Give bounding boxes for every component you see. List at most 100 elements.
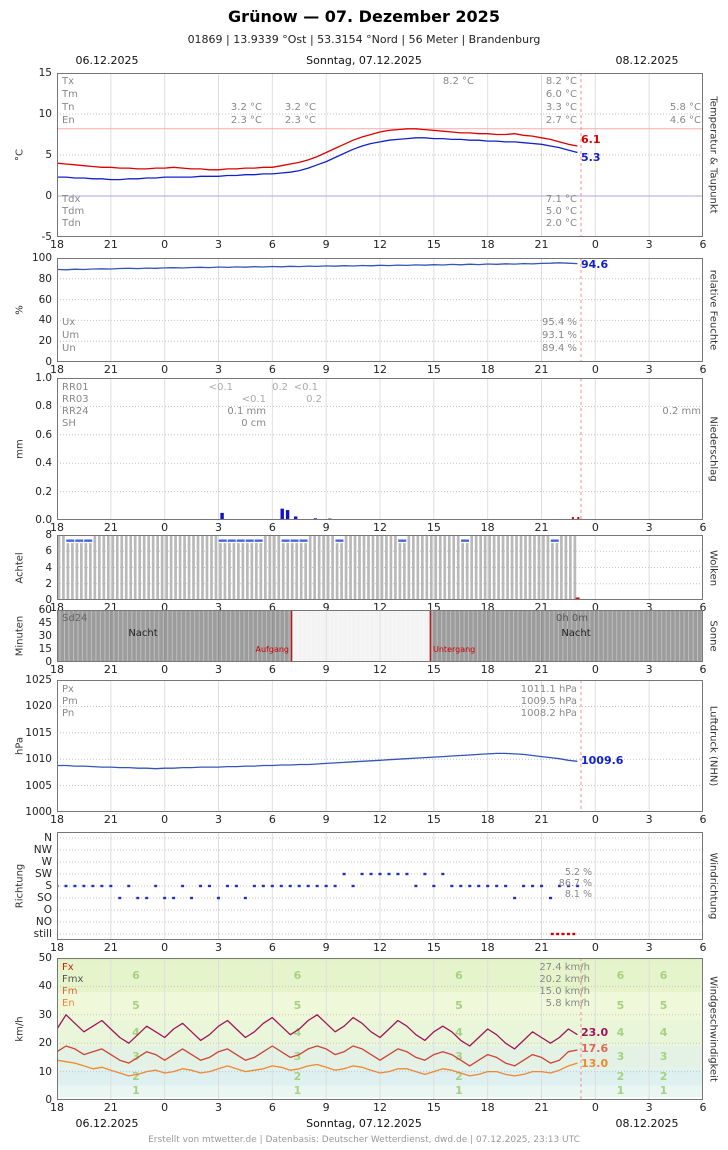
xtick-sun-4: 6 (268, 663, 276, 676)
xtick-sun-10: 0 (591, 663, 599, 676)
svg-text:5: 5 (455, 999, 463, 1012)
xtick-temperature-5: 9 (322, 238, 330, 251)
svg-text:6: 6 (294, 969, 302, 982)
svg-text:2: 2 (455, 1070, 463, 1083)
plot-precipitation (57, 378, 703, 520)
xtick-pressure-10: 0 (591, 813, 599, 826)
xtick-humidity-4: 6 (268, 363, 276, 376)
svg-text:1: 1 (617, 1084, 625, 1097)
xtick-wind-speed-5: 9 (322, 1101, 330, 1114)
ytick-wind-direction-NW: NW (33, 844, 52, 856)
axis-label-left-0: °C (14, 149, 26, 161)
xtick-precipitation-0: 18 (50, 521, 64, 534)
svg-text:4: 4 (617, 1026, 625, 1039)
ann-sun-1: 0h 0m (556, 613, 588, 624)
ytick-humidity-60: 60 (38, 293, 52, 306)
ytick-humidity-20: 20 (38, 335, 52, 348)
ytick-wind-direction-SW: SW (34, 868, 52, 880)
xtick-humidity-3: 3 (215, 363, 222, 376)
ann-wind-speed-4: 27.4 km/h (539, 962, 590, 973)
xtick-temperature-7: 15 (426, 238, 441, 251)
ann-humidity-4: 93.1 % (542, 330, 577, 341)
xtick-pressure-2: 0 (161, 813, 169, 826)
ann-pressure-2: Pn (62, 708, 75, 719)
series-En (56, 1059, 578, 1077)
xtick-temperature-10: 0 (591, 238, 599, 251)
ann-precipitation-10: 0 cm (241, 418, 266, 429)
xtick-precipitation-7: 15 (426, 521, 441, 534)
xtick-temperature-4: 6 (268, 238, 276, 251)
xtick-clouds-12: 6 (699, 601, 707, 614)
xtick-temperature-2: 0 (161, 238, 169, 251)
axis-label-left-4: Minuten (14, 615, 26, 657)
ann-precipitation-3: SH (62, 418, 76, 429)
ann-temperature-19: Tdn (62, 218, 81, 229)
svg-text:1: 1 (660, 1084, 668, 1097)
xtick-temperature-1: 21 (103, 238, 118, 251)
ann-temperature-11: 3.3 °C (545, 102, 577, 113)
series-Luftdruck (57, 752, 578, 770)
ytick-wind-direction-still: still (33, 928, 52, 940)
axis-label-left-6: Richtung (14, 863, 26, 909)
ytick-wind-speed-40: 40 (38, 980, 52, 993)
xtick-clouds-3: 3 (215, 601, 222, 614)
ann-humidity-0: Ux (62, 317, 76, 328)
ann-wind-direction-1: 86.7 % (558, 878, 592, 889)
ann-humidity-2: Un (62, 343, 76, 354)
xtick-temperature-8: 18 (480, 238, 495, 251)
xtick-wind-direction-11: 3 (645, 941, 653, 954)
ann-pressure-6: 1009.6 (581, 754, 624, 767)
ann-wind-speed-7: 5.8 km/h (545, 998, 590, 1009)
svg-text:6: 6 (617, 969, 625, 982)
axis-label-left-5: hPa (14, 736, 26, 756)
plot-wind-direction (55, 832, 703, 940)
ann-pressure-5: 1008.2 hPa (520, 708, 577, 719)
ytick-sun-15: 15 (38, 643, 52, 655)
ytick-temperature-10: 10 (38, 108, 52, 120)
xtick-humidity-12: 6 (699, 363, 707, 376)
ann-temperature-3: En (62, 115, 75, 126)
ann-temperature-15: 6.1 (581, 133, 601, 146)
ann-precipitation-5: 0.2 (272, 382, 288, 393)
xtick-clouds-5: 9 (322, 601, 330, 614)
xtick-wind-speed-3: 3 (215, 1101, 222, 1114)
ann-wind-speed-2: Fm (62, 986, 78, 997)
svg-text:2: 2 (132, 1070, 140, 1083)
ytick-humidity-80: 80 (38, 272, 52, 285)
xtick-humidity-6: 12 (373, 363, 387, 376)
xtick-wind-speed-1: 21 (103, 1101, 118, 1114)
ytick-precipitation-0.6: 0.6 (35, 428, 52, 441)
axis-label-left-1: % (14, 305, 26, 315)
svg-text:4: 4 (660, 1026, 668, 1039)
xtick-sun-8: 18 (480, 663, 495, 676)
ytick-precipitation-0.8: 0.8 (35, 400, 52, 413)
footer-credit: Erstellt von mtwetter.de | Datenbasis: D… (148, 1135, 580, 1145)
xtick-sun-6: 12 (373, 663, 387, 676)
xtick-wind-direction-5: 9 (322, 941, 330, 954)
xtick-pressure-3: 3 (215, 813, 222, 826)
xtick-precipitation-2: 0 (161, 521, 169, 534)
ann-wind-speed-6: 15.0 km/h (539, 986, 590, 997)
xtick-precipitation-5: 9 (322, 521, 330, 534)
ytick-wind-speed-10: 10 (38, 1065, 52, 1078)
page-title: Grünow — 07. Dezember 2025 (228, 7, 500, 26)
series-Temperatur (56, 128, 578, 171)
ytick-temperature-0: 0 (45, 190, 52, 202)
ytick-clouds-8: 8 (45, 529, 52, 541)
xtick-pressure-0: 18 (50, 813, 64, 826)
axis-label-right-7: Windgeschwindigkeit (707, 976, 719, 1082)
xtick-wind-direction-0: 18 (50, 941, 64, 954)
svg-text:2: 2 (294, 1070, 302, 1083)
ytick-pressure-1000: 1000 (25, 806, 52, 818)
xtick-wind-speed-6: 12 (373, 1101, 387, 1114)
xtick-clouds-4: 6 (268, 601, 276, 614)
xtick-humidity-7: 15 (426, 363, 441, 376)
ytick-precipitation-0.4: 0.4 (35, 457, 52, 470)
ann-temperature-8: 8.2 °C (442, 76, 474, 87)
ann-temperature-22: 2.0 °C (545, 218, 577, 229)
xtick-wind-speed-7: 15 (426, 1101, 441, 1114)
svg-text:4: 4 (132, 1026, 140, 1039)
xtick-humidity-0: 18 (50, 363, 64, 376)
